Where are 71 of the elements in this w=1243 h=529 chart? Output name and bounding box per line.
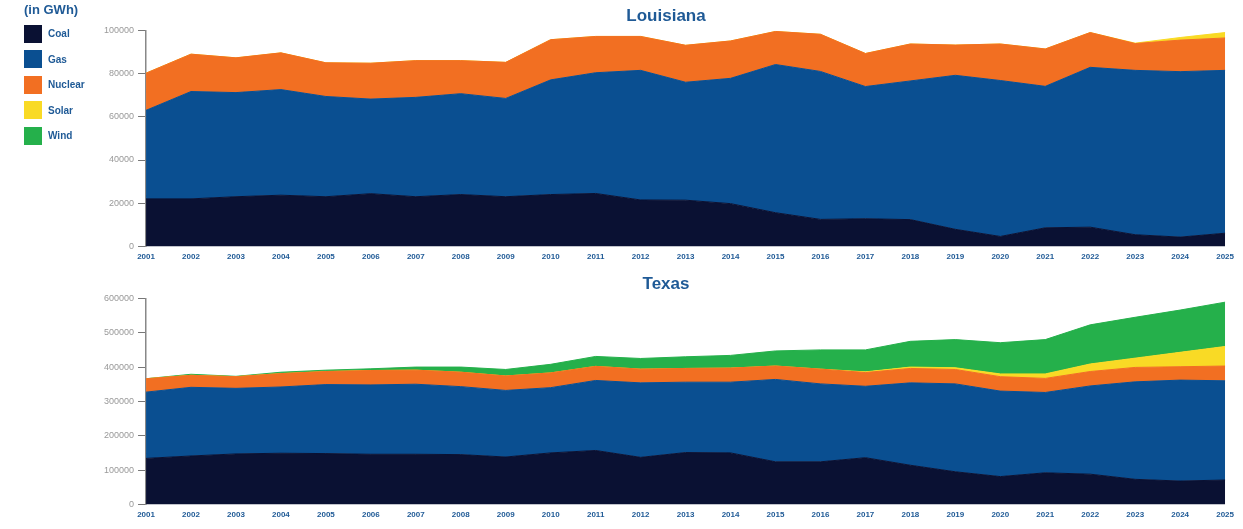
x-tick-label: 2016 <box>811 510 830 520</box>
x-tick-label: 2019 <box>946 252 965 262</box>
x-tick-label: 2002 <box>182 510 201 520</box>
x-tick-label: 2012 <box>631 510 651 520</box>
y-tick-label: 400000 <box>103 361 135 372</box>
y-tick-label: 100000 <box>103 464 135 475</box>
y-tick-label: 200000 <box>103 430 135 441</box>
x-tick-label: 2005 <box>316 252 336 262</box>
x-tick-label: 2024 <box>1171 510 1190 520</box>
x-tick-label: 2018 <box>901 252 920 262</box>
x-tick-label: 2022 <box>1081 510 1100 520</box>
x-tick-label: 2017 <box>856 510 875 520</box>
x-tick-label: 2023 <box>1126 510 1145 520</box>
x-tick-label: 2013 <box>676 510 696 520</box>
x-tick-label: 2014 <box>721 252 740 262</box>
x-tick-label: 2001 <box>137 510 156 520</box>
x-tick-label: 2019 <box>946 510 965 520</box>
x-tick-label: 2013 <box>676 252 696 262</box>
x-tick-label: 2006 <box>361 252 381 262</box>
x-tick-label: 2025 <box>1216 252 1235 262</box>
x-tick-label: 2021 <box>1036 510 1055 520</box>
y-tick-label: 80000 <box>109 68 135 79</box>
x-tick-label: 2015 <box>766 252 785 262</box>
text: (in GWh) <box>24 2 80 17</box>
x-tick-label: 2011 <box>586 252 605 262</box>
x-tick-label: 2007 <box>406 252 426 262</box>
x-tick-label: 2021 <box>1036 252 1055 262</box>
y-tick-label: 0 <box>129 240 135 251</box>
y-tick-label: 60000 <box>109 111 135 122</box>
y-tick-label: 0 <box>129 498 135 509</box>
x-tick-label: 2024 <box>1171 252 1190 262</box>
x-tick-label: 2014 <box>721 510 740 520</box>
chart-title: Texas <box>642 273 690 293</box>
x-tick-label: 2020 <box>991 252 1010 262</box>
x-tick-label: 2011 <box>586 510 605 520</box>
x-tick-label: 2010 <box>541 252 561 262</box>
x-tick-label: 2015 <box>766 510 785 520</box>
x-tick-label: 2010 <box>541 510 561 520</box>
y-tick-label: 300000 <box>103 395 135 406</box>
x-tick-label: 2008 <box>451 510 471 520</box>
legend-label: Nuclear <box>48 79 85 91</box>
x-tick-label: 2017 <box>856 252 875 262</box>
x-tick-label: 2022 <box>1081 252 1100 262</box>
y-tick-label: 100000 <box>103 24 135 35</box>
x-tick-label: 2012 <box>631 252 651 262</box>
x-tick-label: 2018 <box>901 510 920 520</box>
x-tick-label: 2009 <box>496 510 516 520</box>
x-tick-label: 2003 <box>227 252 246 262</box>
legend-label: Wind <box>48 130 73 142</box>
x-tick-label: 2004 <box>272 510 291 520</box>
y-tick-label: 500000 <box>103 327 135 338</box>
x-tick-label: 2004 <box>272 252 291 262</box>
x-tick-label: 2016 <box>811 252 830 262</box>
x-tick-label: 2020 <box>991 510 1010 520</box>
y-tick-label: 40000 <box>109 154 135 165</box>
x-tick-label: 2009 <box>496 252 516 262</box>
y-tick-label: 20000 <box>109 197 135 208</box>
x-tick-label: 2006 <box>361 510 381 520</box>
legend-label: Coal <box>48 28 70 40</box>
x-tick-label: 2007 <box>406 510 426 520</box>
x-tick-label: 2001 <box>137 252 156 262</box>
chart-title: Louisiana <box>626 5 707 25</box>
x-tick-label: 2005 <box>316 510 336 520</box>
legend-label: Gas <box>48 53 67 65</box>
x-tick-label: 2023 <box>1126 252 1145 262</box>
x-tick-label: 2003 <box>227 510 246 520</box>
x-tick-label: 2002 <box>182 252 201 262</box>
x-tick-label: 2008 <box>451 252 471 262</box>
y-tick-label: 600000 <box>103 292 135 303</box>
x-tick-label: 2025 <box>1216 510 1235 520</box>
legend-label: Solar <box>48 104 74 116</box>
